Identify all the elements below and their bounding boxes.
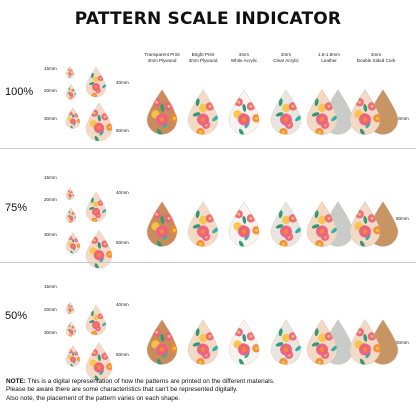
footnote: NOTE: This is a digital representation o…	[6, 378, 410, 403]
teardrop-transparent-plywood	[146, 319, 178, 365]
teardrop-cork-front-overlay	[349, 319, 381, 365]
teardrop-40mm	[85, 191, 107, 222]
material-line: Clear Acrylic	[273, 57, 299, 63]
material-line: Leather	[321, 57, 337, 63]
note-line: NOTE: This is a digital representation o…	[6, 378, 410, 386]
scale-label: 50%	[5, 310, 28, 322]
teardrop-clear-acrylic	[270, 201, 302, 247]
material-header-cork: 3mm Double Sided Cork	[352, 52, 400, 63]
teardrop-40mm	[85, 66, 107, 98]
teardrop-bright-plywood	[187, 89, 219, 135]
teardrop-samples	[65, 65, 399, 142]
teardrop-15mm	[65, 187, 75, 200]
teardrop-cork-front-overlay	[349, 89, 381, 135]
material-header-bright-plywood: Bright Print 3mm Plywood	[179, 52, 227, 63]
teardrop-cork-front-overlay	[349, 201, 381, 247]
material-line: 1.6-1.8mm	[318, 52, 340, 57]
teardrop-bright-plywood	[187, 201, 219, 247]
teardrop-white-acrylic	[228, 319, 260, 365]
size-label-40mm: 40mm	[116, 80, 129, 85]
material-headers: Transparent Print 3mm Plywood Bright Pri…	[138, 52, 416, 74]
material-header-white-acrylic: 3mm White Acrylic	[220, 52, 268, 63]
scale-band-100: 100% 15mm 20mm 30mm 40mm 50mm 60mm	[0, 30, 416, 160]
teardrop-transparent-plywood	[146, 201, 178, 247]
teardrop-40mm	[85, 304, 107, 336]
teardrop-20mm	[65, 84, 77, 100]
material-header-clear-acrylic: 3mm Clear Acrylic	[262, 52, 310, 63]
size-label-30mm: 30mm	[44, 232, 57, 237]
teardrop-20mm	[65, 207, 77, 223]
size-label-60mm: 60mm	[396, 340, 409, 345]
teardrop-leather-front-overlay	[306, 319, 338, 365]
teardrop-white-acrylic	[228, 89, 260, 135]
material-line: Transparent Print	[144, 52, 180, 57]
teardrop-30mm	[65, 231, 81, 254]
size-label-50mm: 50mm	[116, 240, 129, 245]
teardrop-transparent-plywood	[146, 89, 178, 135]
note-lead: NOTE:	[6, 378, 26, 385]
teardrop-20mm	[65, 321, 77, 337]
size-label-15mm: 15mm	[44, 175, 57, 180]
teardrop-15mm	[65, 301, 75, 315]
note-text: This is a digital representation of how …	[25, 378, 275, 385]
material-line: 3mm	[370, 52, 382, 57]
teardrop-50mm	[85, 342, 113, 381]
size-label-50mm: 50mm	[116, 128, 129, 133]
scale-band-75: 75% 15mm 20mm 30mm 40mm 50mm 60mm	[0, 158, 416, 288]
size-label-20mm: 20mm	[44, 88, 57, 93]
teardrop-clear-acrylic	[270, 319, 302, 365]
material-line: 3mm Plywood	[188, 57, 218, 63]
material-header-leather: 1.6-1.8mm Leather	[305, 52, 353, 63]
note-line: Please be aware there are some character…	[6, 386, 238, 394]
size-label-20mm: 20mm	[44, 197, 57, 202]
size-label-20mm: 20mm	[44, 307, 57, 312]
teardrop-white-acrylic	[228, 201, 260, 247]
material-line: 3mm	[280, 52, 292, 57]
teardrop-bright-plywood	[187, 319, 219, 365]
size-label-60mm: 60mm	[396, 116, 409, 121]
teardrop-leather-front-overlay	[306, 89, 338, 135]
scale-label: 75%	[5, 202, 28, 214]
teardrop-15mm	[65, 65, 75, 79]
teardrop-50mm	[85, 102, 113, 142]
material-line: 3mm Plywood	[147, 57, 177, 63]
teardrop-clear-acrylic	[270, 89, 302, 135]
note-line: Also note, the placement of the pattern …	[6, 394, 181, 402]
size-label-30mm: 30mm	[44, 330, 57, 335]
teardrop-samples	[65, 187, 399, 269]
size-label-15mm: 15mm	[44, 284, 57, 289]
size-label-50mm: 50mm	[116, 352, 129, 357]
size-label-40mm: 40mm	[116, 302, 129, 307]
divider	[0, 262, 416, 263]
material-line: 3mm	[238, 52, 250, 57]
size-label-15mm: 15mm	[44, 66, 57, 71]
size-label-30mm: 30mm	[44, 116, 57, 121]
teardrop-30mm	[65, 345, 81, 367]
size-label-60mm: 60mm	[396, 216, 409, 221]
material-line: Double Sided Cork	[356, 57, 396, 63]
teardrop-50mm	[85, 229, 113, 269]
divider	[0, 148, 416, 149]
material-line: Bright Print	[191, 52, 215, 57]
size-label-40mm: 40mm	[116, 190, 129, 195]
teardrop-30mm	[65, 107, 81, 129]
scale-band-50: 50% 15mm 20mm 30mm 40mm 50mm 60mm	[0, 270, 416, 400]
scale-label: 100%	[5, 86, 34, 98]
material-header-transparent-plywood: Transparent Print 3mm Plywood	[138, 52, 186, 63]
material-line: White Acrylic	[230, 57, 258, 63]
teardrop-leather-front-overlay	[306, 201, 338, 247]
page-title: PATTERN SCALE INDICATOR	[74, 9, 342, 29]
teardrop-samples	[65, 301, 399, 381]
